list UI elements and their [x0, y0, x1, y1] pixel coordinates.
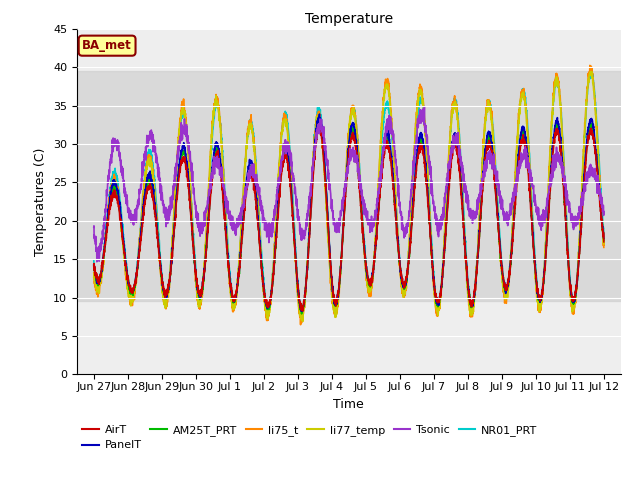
Bar [77, 71, 621, 301]
Title: Temperature: Temperature [305, 12, 393, 26]
Text: BA_met: BA_met [82, 39, 132, 52]
Legend: AirT, PanelT, AM25T_PRT, li75_t, li77_temp, Tsonic, NR01_PRT: AirT, PanelT, AM25T_PRT, li75_t, li77_te… [83, 425, 537, 450]
X-axis label: Time: Time [333, 397, 364, 410]
Y-axis label: Temperatures (C): Temperatures (C) [35, 147, 47, 256]
